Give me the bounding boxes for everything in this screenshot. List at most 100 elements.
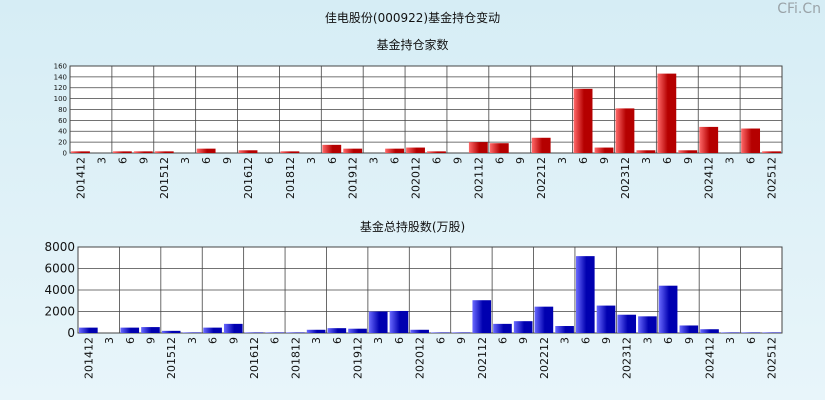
holders-bar bbox=[238, 150, 258, 153]
shares-x-tick-label: 9 bbox=[144, 337, 157, 344]
holders-x-tick-label: 202412 bbox=[703, 157, 716, 199]
shares-bar bbox=[120, 327, 140, 333]
holders-y-tick-label: 140 bbox=[54, 73, 67, 81]
holders-y-tick-label: 40 bbox=[58, 128, 67, 136]
shares-bar bbox=[575, 256, 595, 333]
holders-bar bbox=[573, 88, 593, 153]
shares-bar bbox=[720, 332, 740, 333]
shares-y-tick-label: 0 bbox=[67, 326, 75, 340]
shares-x-tick-label: 3 bbox=[559, 337, 572, 344]
shares-x-tick-label: 201612 bbox=[248, 337, 261, 379]
holders-y-tick-label: 60 bbox=[58, 117, 67, 125]
holders-bar bbox=[427, 151, 446, 153]
shares-bar bbox=[679, 325, 699, 333]
holders-bar bbox=[322, 144, 342, 153]
shares-y-tick-label: 8000 bbox=[44, 240, 75, 254]
shares-x-tick-label: 9 bbox=[683, 337, 696, 344]
holders-bar bbox=[615, 108, 635, 153]
holders-x-tick-label: 201412 bbox=[74, 157, 87, 199]
holders-bar bbox=[112, 151, 132, 153]
holders-x-tick-label: 6 bbox=[116, 157, 129, 164]
shares-x-tick-label: 202112 bbox=[476, 337, 489, 379]
shares-x-tick-label: 9 bbox=[517, 337, 530, 344]
chart-title-shares: 基金总持股数(万股) bbox=[359, 220, 466, 234]
holders-bar bbox=[741, 128, 761, 153]
holders-x-tick-label: 201812 bbox=[284, 157, 297, 199]
shares-x-tick-label: 202512 bbox=[766, 337, 779, 379]
watermark: CFi.Cn bbox=[777, 1, 821, 17]
shares-x-tick-label: 6 bbox=[393, 337, 406, 344]
holders-x-tick-label: 9 bbox=[451, 157, 464, 164]
shares-x-tick-label: 6 bbox=[496, 337, 509, 344]
shares-bar bbox=[244, 332, 264, 333]
shares-bar bbox=[182, 332, 202, 333]
shares-bar bbox=[348, 328, 367, 333]
shares-bar bbox=[534, 306, 554, 333]
holders-bar bbox=[343, 148, 363, 153]
holders-bar bbox=[280, 151, 300, 153]
holders-x-tick-label: 202212 bbox=[535, 157, 548, 199]
shares-bar bbox=[762, 332, 781, 333]
shares-x-tick-label: 201512 bbox=[165, 337, 178, 379]
shares-x-tick-label: 3 bbox=[641, 337, 654, 344]
shares-bar bbox=[306, 329, 326, 333]
shares-x-tick-label: 3 bbox=[186, 337, 199, 344]
shares-bar bbox=[161, 330, 181, 333]
holders-x-tick-label: 3 bbox=[305, 157, 318, 164]
shares-bar bbox=[451, 332, 471, 333]
holders-x-tick-label: 201912 bbox=[347, 157, 360, 199]
holders-x-tick-label: 3 bbox=[95, 157, 108, 164]
shares-bar bbox=[493, 323, 512, 333]
shares-x-tick-label: 202312 bbox=[621, 337, 634, 379]
holders-y-tick-label: 80 bbox=[58, 106, 67, 114]
shares-y-tick-label: 4000 bbox=[44, 283, 75, 297]
holders-x-tick-label: 6 bbox=[200, 157, 213, 164]
holders-x-tick-label: 201512 bbox=[158, 157, 171, 199]
shares-x-tick-label: 201812 bbox=[289, 337, 302, 379]
shares-x-tick-label: 202012 bbox=[414, 337, 427, 379]
shares-x-tick-label: 6 bbox=[745, 337, 758, 344]
shares-x-tick-label: 202212 bbox=[538, 337, 551, 379]
holders-x-tick-label: 3 bbox=[179, 157, 192, 164]
holders-bar bbox=[657, 73, 677, 153]
holders-x-tick-label: 6 bbox=[326, 157, 339, 164]
holders-x-tick-label: 6 bbox=[745, 157, 758, 164]
holders-bar bbox=[762, 151, 781, 153]
holders-y-tick-label: 100 bbox=[54, 95, 67, 103]
holders-y-tick-label: 120 bbox=[54, 84, 67, 92]
shares-x-tick-label: 6 bbox=[662, 337, 675, 344]
holders-bar bbox=[385, 148, 405, 153]
shares-x-tick-label: 6 bbox=[434, 337, 447, 344]
holders-x-tick-label: 6 bbox=[661, 157, 674, 164]
holders-bar bbox=[699, 126, 719, 153]
shares-bar bbox=[327, 328, 347, 333]
holders-bar bbox=[531, 137, 551, 153]
holders-x-tick-label: 6 bbox=[493, 157, 506, 164]
holders-x-tick-label: 3 bbox=[724, 157, 737, 164]
holders-x-tick-label: 202512 bbox=[766, 157, 779, 199]
holders-y-tick-label: 0 bbox=[63, 149, 67, 157]
shares-y-tick-label: 2000 bbox=[44, 305, 75, 319]
holders-bar bbox=[154, 151, 174, 153]
holders-bar bbox=[636, 150, 656, 153]
page-title: 佳电股份(000922)基金持仓变动 bbox=[324, 11, 501, 25]
shares-bar bbox=[472, 300, 492, 333]
holders-y-tick-label: 160 bbox=[54, 62, 67, 70]
shares-bar bbox=[658, 285, 678, 333]
shares-x-tick-label: 9 bbox=[227, 337, 240, 344]
shares-x-tick-label: 3 bbox=[372, 337, 385, 344]
holders-bar bbox=[71, 151, 90, 153]
shares-bar bbox=[79, 327, 98, 333]
shares-bar bbox=[265, 332, 285, 333]
shares-y-tick-label: 6000 bbox=[44, 262, 75, 276]
shares-x-tick-label: 6 bbox=[124, 337, 137, 344]
holders-bar bbox=[594, 147, 614, 153]
shares-x-tick-label: 6 bbox=[207, 337, 220, 344]
shares-x-tick-label: 6 bbox=[579, 337, 592, 344]
holders-y-tick-label: 20 bbox=[58, 139, 67, 147]
shares-bar bbox=[741, 332, 761, 333]
holders-x-tick-label: 201612 bbox=[242, 157, 255, 199]
shares-x-tick-label: 3 bbox=[103, 337, 116, 344]
holders-bar bbox=[678, 150, 698, 153]
holders-x-tick-label: 9 bbox=[221, 157, 234, 164]
